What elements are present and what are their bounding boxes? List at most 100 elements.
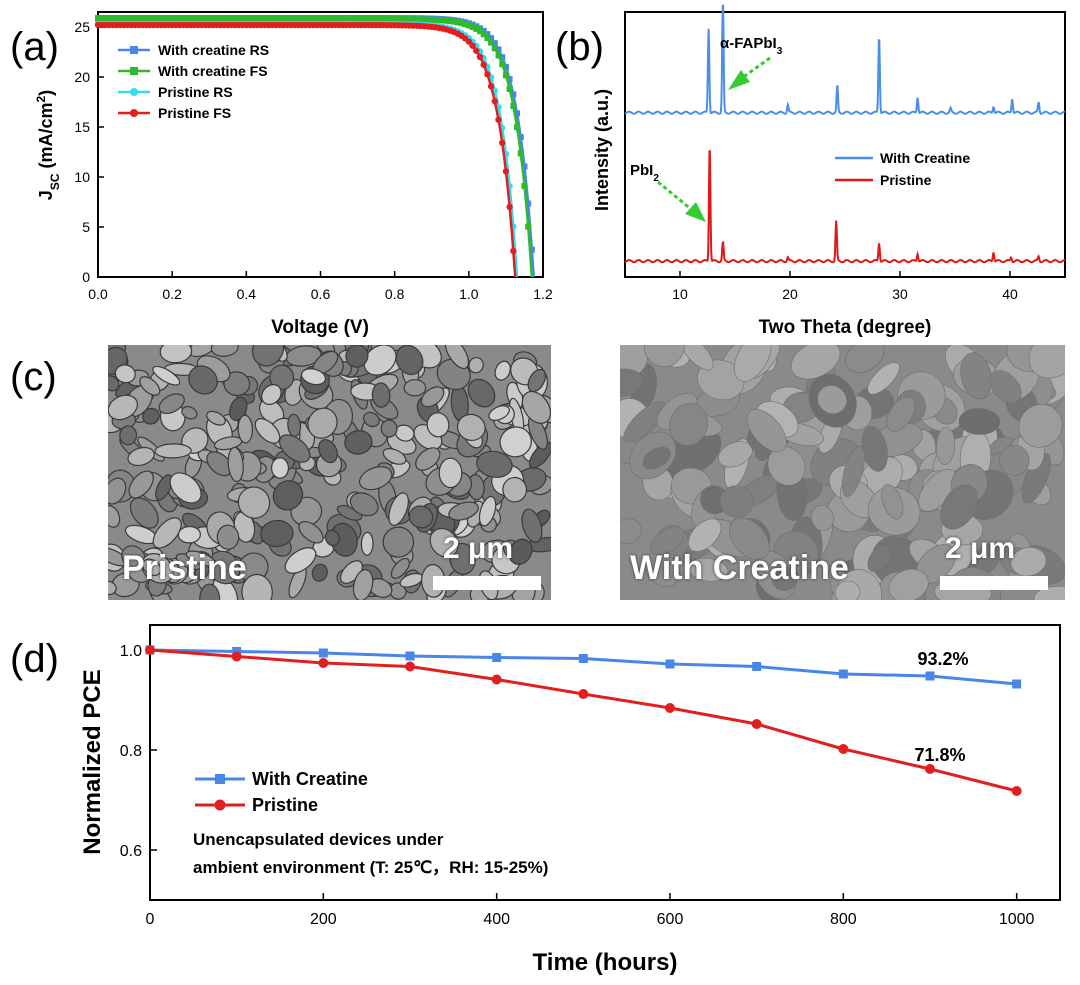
pbi2-annotation: PbI2 — [630, 162, 659, 184]
xrd-chart: 10 20 30 40 Two Theta (degree) Intensity (a… — [592, 4, 1066, 338]
sem-grain — [444, 345, 470, 370]
xrd-legend-label: Pristine — [880, 172, 932, 188]
jv-point — [239, 16, 246, 23]
panel-label-a: (a) — [10, 25, 59, 69]
jv-curve-line — [98, 22, 519, 278]
stability-point — [491, 674, 502, 685]
jv-point — [98, 16, 105, 22]
jv-point — [172, 16, 179, 22]
xrd-legend-label: With Creatine — [880, 150, 970, 166]
jv-point — [495, 46, 502, 53]
jv-point — [102, 16, 109, 22]
sem-grain — [155, 474, 173, 501]
sem-grain — [881, 484, 904, 520]
jv-x-ticks: 0.0 0.2 0.4 0.6 0.8 1.0 1.2 — [88, 271, 553, 302]
sem-grain — [478, 495, 497, 527]
sem-grain — [318, 439, 338, 464]
sem-grain — [999, 444, 1030, 476]
sem-grain — [958, 408, 1001, 435]
jv-y-tick-label: 20 — [74, 69, 90, 85]
stability-y-tick-label: 0.8 — [120, 743, 142, 760]
sem-grain — [371, 382, 391, 408]
jv-point — [158, 16, 165, 22]
scale-bar-label-creatine: 2 μm — [945, 532, 1016, 565]
jv-point — [495, 116, 502, 123]
sem-grain — [307, 407, 338, 439]
sem-grain — [719, 485, 754, 518]
stability-point — [492, 653, 502, 662]
jv-legend-marker — [130, 109, 138, 117]
sem-grain — [528, 441, 551, 469]
jv-point — [451, 18, 457, 25]
jv-point — [273, 16, 279, 23]
jv-point — [221, 16, 228, 23]
stability-x-tick-label: 400 — [483, 911, 510, 928]
sem-grain — [867, 544, 892, 573]
sem-grain — [734, 345, 772, 382]
sem-grain — [844, 345, 885, 373]
jv-point — [124, 16, 131, 22]
jv-point — [169, 16, 176, 22]
jv-point — [491, 98, 498, 105]
jv-point — [165, 16, 172, 22]
jv-point — [187, 16, 194, 22]
stability-y-axis-label: Normalized PCE — [79, 669, 106, 854]
fapbi3-annotation: α-FAPbI3 — [720, 35, 783, 57]
stability-point — [752, 662, 762, 671]
jv-x-tick-label: 0.0 — [88, 286, 108, 302]
jv-point — [391, 16, 398, 23]
sem-grain — [241, 573, 273, 600]
xrd-legend: With Creatine Pristine — [835, 150, 970, 188]
sem-grain — [360, 531, 374, 556]
sem-grain — [199, 583, 221, 600]
jv-point — [384, 16, 391, 23]
sem-grain — [272, 480, 304, 511]
sem-grain — [141, 558, 162, 576]
sem-grain — [1018, 404, 1063, 448]
stability-point — [925, 671, 935, 681]
sem-grain — [128, 470, 154, 499]
xrd-arrows — [657, 56, 771, 222]
jv-point — [224, 16, 231, 23]
jv-point — [243, 16, 250, 23]
sem-grain — [426, 412, 450, 438]
jv-point — [209, 16, 216, 23]
xrd-pattern-line — [624, 150, 1066, 264]
jv-point — [95, 16, 101, 22]
sem-grain — [223, 371, 251, 397]
scale-bar-label-pristine: 2 μm — [443, 532, 514, 565]
sem-grain — [119, 425, 138, 446]
jv-point — [206, 16, 213, 23]
stability-x-tick-label: 0 — [146, 911, 155, 928]
jv-x-tick-label: 1.2 — [533, 286, 553, 302]
pbi2-arrow-head — [685, 202, 706, 222]
sem-grain — [261, 384, 282, 405]
sem-grain — [344, 430, 373, 455]
jv-point — [150, 16, 157, 22]
jv-x-tick-label: 0.8 — [385, 286, 405, 302]
jv-point — [358, 16, 365, 23]
jv-point — [161, 16, 168, 22]
jv-point — [517, 133, 524, 140]
jv-point — [184, 16, 190, 22]
jv-point — [447, 18, 454, 25]
jv-legend: With creatine RS With creatine FS Pristine… — [118, 42, 269, 121]
jv-point — [287, 16, 294, 23]
jv-point — [269, 16, 276, 23]
stability-y-ticks: 0.6 0.8 1.0 — [120, 643, 157, 860]
sem-grain — [669, 403, 709, 446]
jv-point — [502, 63, 509, 70]
stability-point — [318, 658, 329, 668]
xrd-x-ticks: 10 20 30 40 — [672, 271, 1018, 302]
xrd-plot-frame — [624, 11, 1066, 278]
jv-point — [410, 16, 417, 23]
sem-grain — [476, 450, 513, 478]
jv-point — [310, 16, 317, 23]
sem-grain — [185, 550, 217, 567]
jv-point — [473, 25, 480, 32]
sem-grain — [688, 518, 722, 552]
stability-point — [925, 764, 935, 774]
jv-point — [180, 16, 187, 22]
stability-curves — [145, 645, 1022, 796]
sem-grain — [420, 386, 445, 408]
